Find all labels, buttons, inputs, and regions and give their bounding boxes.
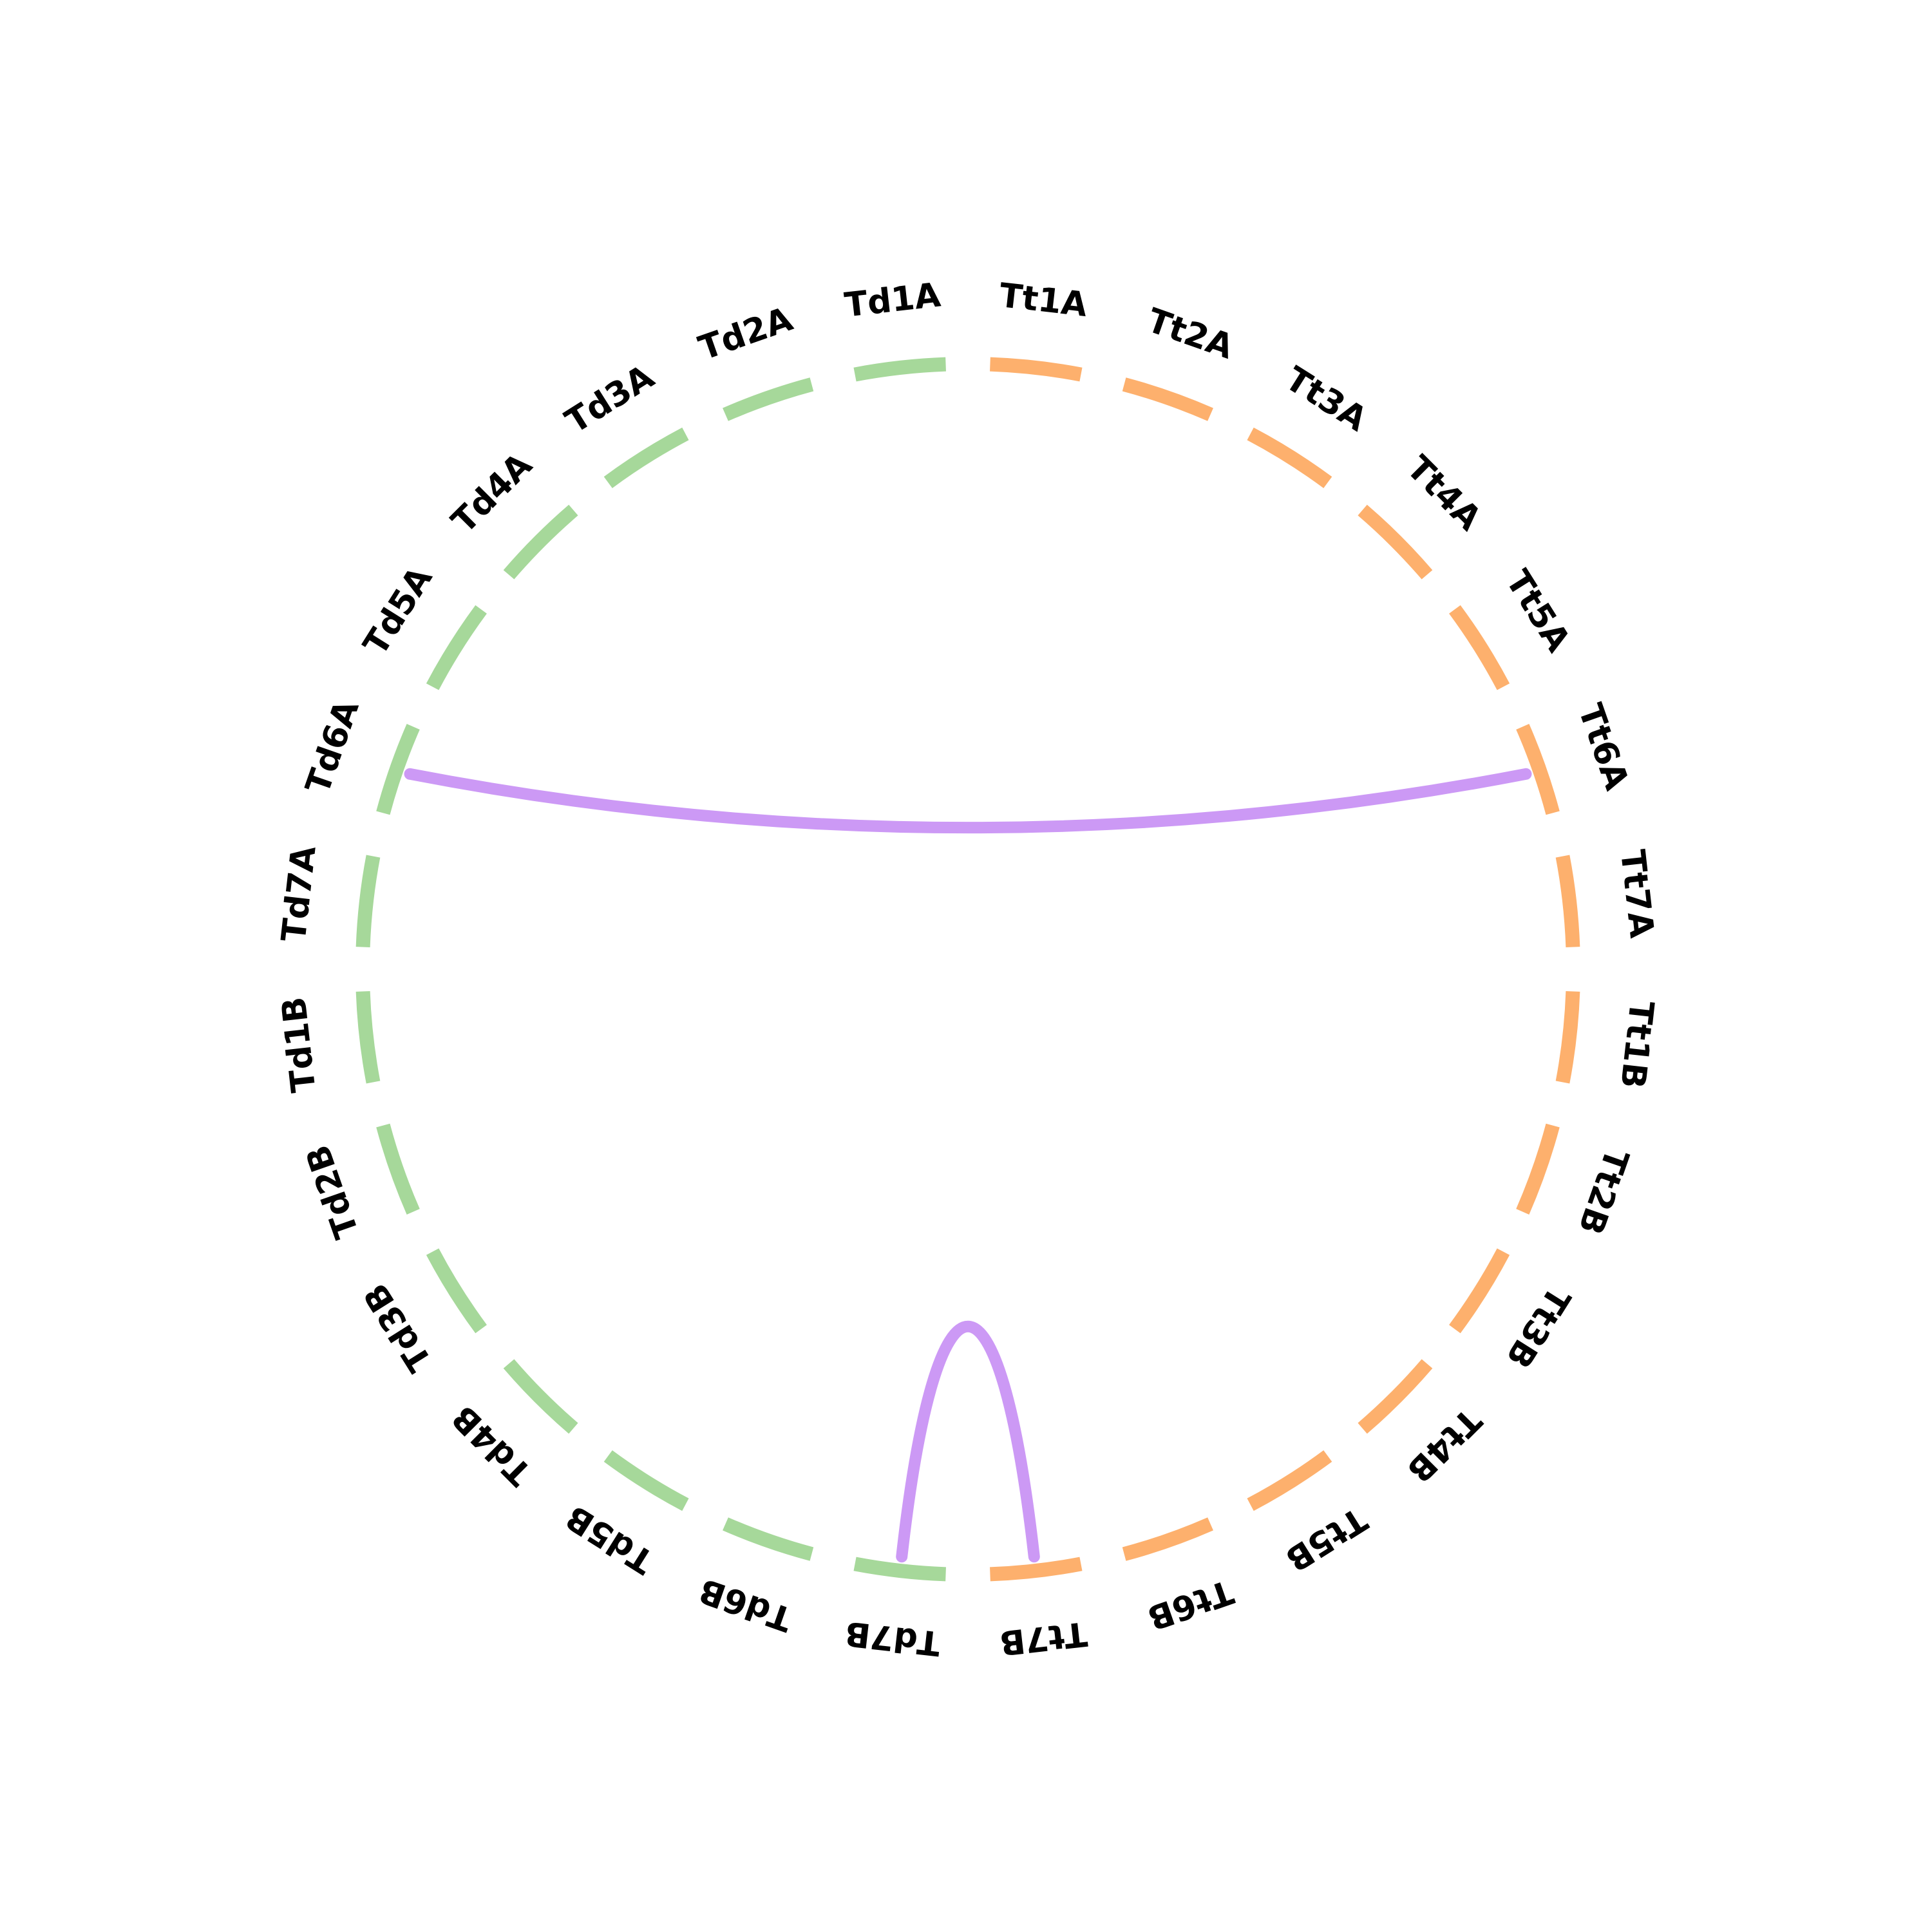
segment-arc-td1b — [355, 991, 381, 1084]
segment-label-td2b: Td2B — [299, 1140, 367, 1243]
segment-label-tt1a: Tt1A — [998, 276, 1090, 325]
segment-label-td4b: Td4B — [444, 1397, 539, 1492]
segment-label-td7a: Td7A — [274, 844, 323, 944]
segment-label-tt6b: Tt6B — [1142, 1572, 1238, 1638]
segment-arc-tt3b — [1449, 1248, 1510, 1334]
segment-arc-td3a — [603, 427, 689, 488]
segment-label-tt2a: Tt2A — [1142, 301, 1238, 367]
segment-arc-tt6b — [1122, 1517, 1213, 1561]
segment-arc-td5b — [603, 1450, 689, 1511]
segment-label-td3a: Td3A — [559, 357, 661, 441]
segment-arc-tt7a — [1555, 855, 1580, 947]
segment-arc-tt4b — [1358, 1359, 1433, 1434]
segment-label-td4a: Td4A — [444, 446, 540, 541]
segment-label-tt2b: Tt2B — [1571, 1144, 1636, 1239]
segment-label-tt4a: Tt4A — [1399, 449, 1488, 538]
segment-arc-td7a — [355, 855, 381, 947]
segment-label-td6b: Td6B — [694, 1571, 797, 1639]
segment-arc-tt2b — [1516, 1123, 1560, 1215]
segment-arc-tt6a — [1516, 724, 1560, 815]
segment-arc-tt1b — [1555, 991, 1580, 1084]
segment-label-td1a: Td1A — [843, 276, 943, 325]
segment-arc-tt4a — [1358, 504, 1433, 580]
segment-arc-td3b — [426, 1248, 487, 1334]
segments-layer — [355, 357, 1580, 1582]
segment-label-tt1b: Tt1B — [1613, 999, 1661, 1090]
segment-label-td2a: Td2A — [694, 300, 798, 368]
segment-label-td3b: Td3B — [356, 1276, 440, 1378]
segment-arc-tt2a — [1122, 377, 1213, 421]
segment-arc-td4b — [503, 1359, 578, 1434]
segment-label-tt4b: Tt4B — [1399, 1401, 1489, 1490]
segment-arc-td2a — [723, 377, 814, 421]
segment-label-td5a: Td5A — [356, 560, 440, 662]
segment-label-tt6a: Tt6A — [1570, 699, 1636, 795]
segment-arc-td4a — [503, 504, 578, 580]
segment-label-tt3a: Tt3A — [1278, 359, 1374, 439]
links-layer — [404, 768, 1532, 1563]
segment-arc-tt5b — [1247, 1450, 1332, 1511]
segment-arc-tt7b — [990, 1557, 1083, 1582]
segment-label-tt5a: Tt5A — [1498, 564, 1578, 659]
segment-arc-tt1a — [990, 357, 1083, 382]
segment-arc-td7b — [853, 1557, 946, 1582]
segment-arc-td2b — [376, 1123, 420, 1215]
segment-arc-td5a — [426, 605, 487, 690]
segment-arc-td6a — [376, 724, 420, 815]
link-tt7b-td7b — [896, 1321, 1040, 1563]
segment-arc-tt5a — [1449, 605, 1510, 690]
segment-label-td7b: Td7B — [843, 1613, 942, 1662]
segment-arc-tt3a — [1247, 427, 1332, 488]
segment-label-tt7a: Tt7A — [1613, 848, 1661, 940]
link-tt6a-td6a — [404, 768, 1532, 834]
segment-label-tt3b: Tt3B — [1498, 1280, 1577, 1374]
segment-label-td5b: Td5B — [559, 1497, 661, 1581]
segment-arc-td1a — [853, 357, 946, 382]
segment-label-td1b: Td1B — [274, 995, 323, 1094]
segment-label-tt7b: Tt7B — [998, 1614, 1089, 1662]
segment-arc-td6b — [723, 1517, 814, 1561]
segment-label-td6a: Td6A — [299, 696, 367, 799]
segment-label-tt5b: Tt5B — [1278, 1499, 1373, 1578]
